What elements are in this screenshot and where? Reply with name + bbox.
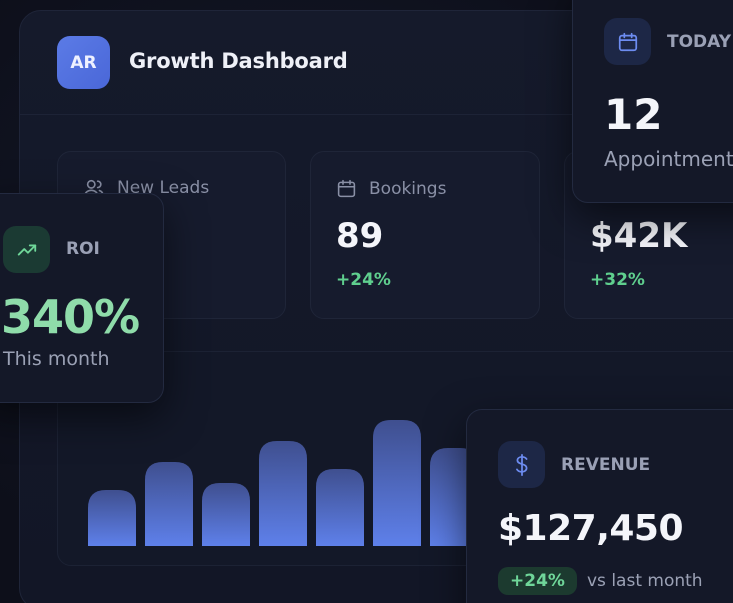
stat-value: $42K	[590, 216, 688, 256]
roi-card[interactable]: ROI 340% This month	[0, 193, 164, 403]
revenue-change-badge: +24%	[498, 567, 577, 595]
revenue-value: $127,450	[498, 508, 684, 549]
chart-bar-5[interactable]	[316, 469, 364, 546]
today-value: 12	[604, 90, 663, 139]
today-card[interactable]: TODAY 12 Appointments	[572, 0, 733, 203]
revenue-comparison: vs last month	[587, 571, 703, 591]
stat-change: +24%	[336, 270, 391, 290]
trending-up-icon	[3, 226, 50, 273]
chart-bar-4[interactable]	[259, 441, 307, 546]
roi-label: ROI	[66, 239, 100, 259]
stat-label: Bookings	[369, 178, 447, 199]
dollar-icon	[498, 441, 545, 488]
page-title: Growth Dashboard	[129, 49, 348, 73]
revenue-card[interactable]: REVENUE $127,450 +24% vs last month	[466, 409, 733, 603]
stat-value: 89	[336, 216, 384, 256]
avatar[interactable]: AR	[57, 36, 110, 89]
today-label: TODAY	[667, 32, 731, 52]
revenue-label: REVENUE	[561, 455, 651, 475]
stat-change: +32%	[590, 270, 645, 290]
roi-subtitle: This month	[3, 348, 110, 370]
stat-card-bookings[interactable]: Bookings 89 +24%	[310, 151, 540, 319]
calendar-icon	[336, 178, 357, 199]
calendar-icon	[604, 18, 651, 65]
chart-bar-3[interactable]	[202, 483, 250, 546]
roi-value: 340%	[1, 290, 140, 344]
chart-bar-6[interactable]	[373, 420, 421, 546]
dashboard-header: AR Growth Dashboard	[20, 11, 733, 115]
chart-bar-1[interactable]	[88, 490, 136, 546]
today-subtitle: Appointments	[604, 147, 733, 171]
chart-bar-2[interactable]	[145, 462, 193, 546]
